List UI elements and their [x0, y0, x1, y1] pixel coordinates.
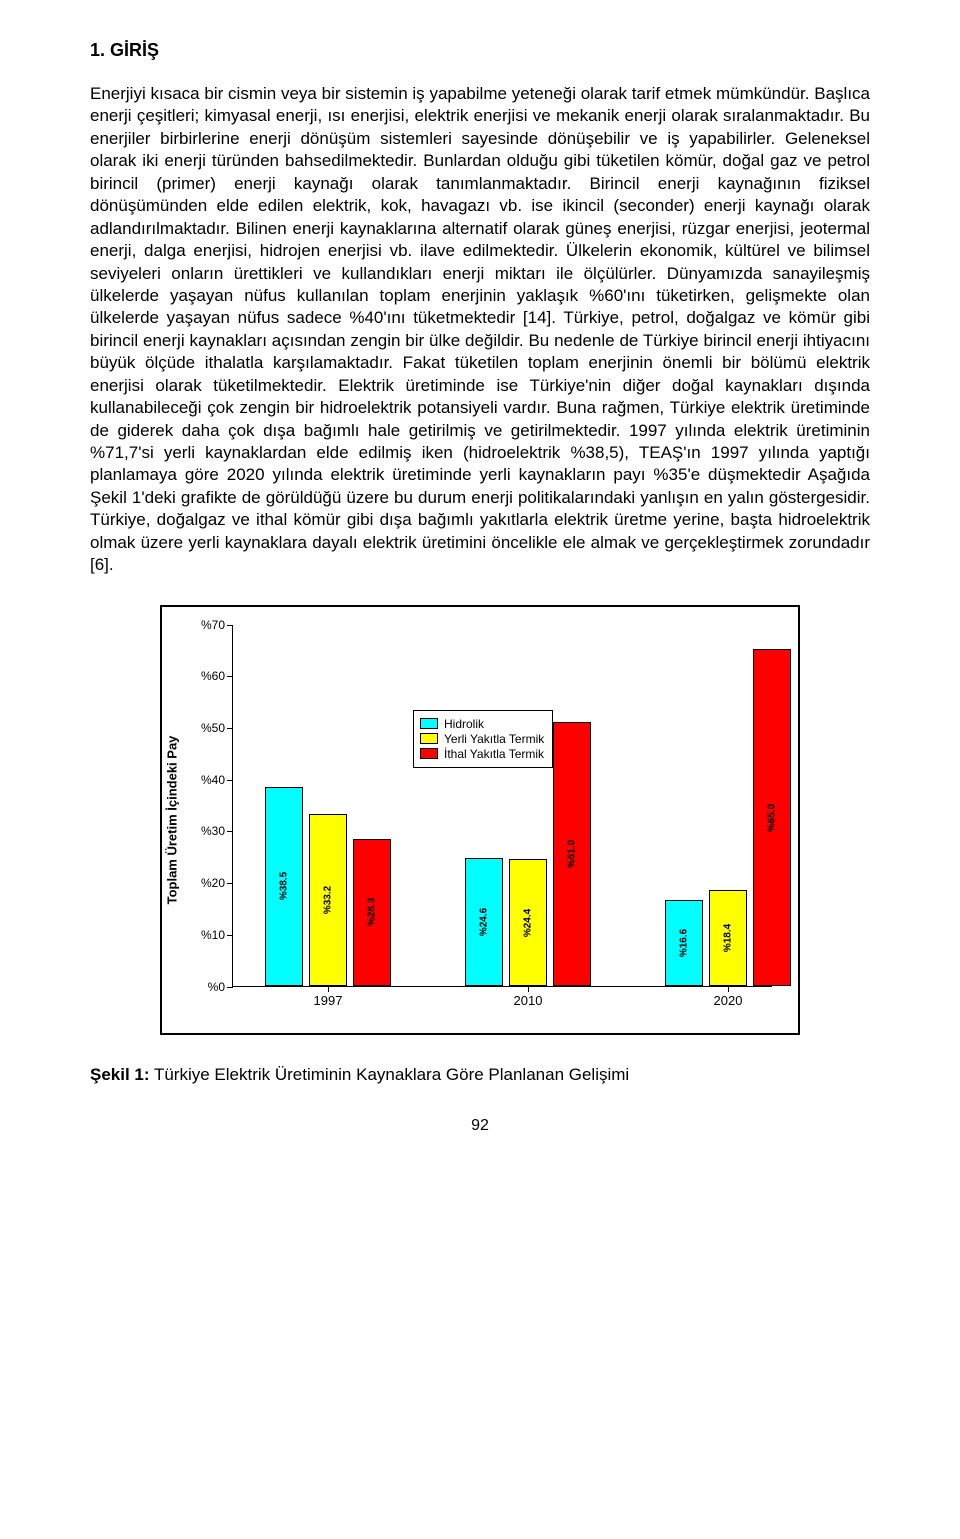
chart-bar: %28.3: [353, 839, 391, 985]
bar-value-label: %65.0: [767, 803, 778, 831]
legend-swatch: [420, 748, 438, 759]
chart-bar: %24.4: [509, 859, 547, 985]
chart-legend: HidrolikYerli Yakıtla Termikİthal Yakıtl…: [413, 710, 553, 768]
legend-label: Hidrolik: [444, 717, 484, 731]
x-tick: [528, 986, 529, 992]
bar-value-label: %28.3: [367, 898, 378, 926]
y-tick-label: %10: [181, 928, 225, 942]
section-heading: 1. GİRİŞ: [90, 40, 870, 61]
y-tick: [227, 625, 233, 626]
y-tick-label: %50: [181, 721, 225, 735]
y-tick-label: %60: [181, 669, 225, 683]
legend-label: Yerli Yakıtla Termik: [444, 732, 544, 746]
chart-bar: %24.6: [465, 858, 503, 985]
legend-swatch: [420, 718, 438, 729]
y-tick: [227, 987, 233, 988]
x-tick-label: 1997: [314, 993, 343, 1008]
body-paragraph: Enerjiyi kısaca bir cismin veya bir sist…: [90, 83, 870, 577]
y-tick: [227, 935, 233, 936]
chart-bar: %18.4: [709, 890, 747, 985]
chart-bar: %38.5: [265, 787, 303, 986]
bar-value-label: %38.5: [279, 872, 290, 900]
y-tick-label: %30: [181, 824, 225, 838]
x-tick-label: 2020: [714, 993, 743, 1008]
legend-row: Hidrolik: [420, 717, 544, 731]
chart-container: Toplam Üretim İçindeki Pay HidrolikYerli…: [160, 605, 800, 1035]
y-tick-label: %40: [181, 773, 225, 787]
legend-row: İthal Yakıtla Termik: [420, 747, 544, 761]
legend-label: İthal Yakıtla Termik: [444, 747, 544, 761]
bar-value-label: %18.4: [723, 924, 734, 952]
figure-caption-text: Türkiye Elektrik Üretiminin Kaynaklara G…: [150, 1065, 630, 1084]
y-tick-label: %20: [181, 876, 225, 890]
chart-plot-area: HidrolikYerli Yakıtla Termikİthal Yakıtl…: [232, 625, 772, 987]
y-axis-title: Toplam Üretim İçindeki Pay: [165, 735, 180, 904]
chart-bar: %65.0: [753, 649, 791, 985]
chart-bar: %33.2: [309, 814, 347, 986]
y-tick: [227, 831, 233, 832]
y-tick-label: %70: [181, 618, 225, 632]
page-number: 92: [90, 1117, 870, 1135]
y-tick: [227, 728, 233, 729]
bar-value-label: %16.6: [679, 929, 690, 957]
x-tick: [328, 986, 329, 992]
x-tick: [728, 986, 729, 992]
bar-value-label: %24.4: [523, 908, 534, 936]
bar-value-label: %33.2: [323, 886, 334, 914]
figure-caption: Şekil 1: Türkiye Elektrik Üretiminin Kay…: [90, 1065, 870, 1085]
figure-caption-label: Şekil 1:: [90, 1065, 150, 1084]
chart-bar: %51.0: [553, 722, 591, 986]
y-tick: [227, 780, 233, 781]
y-tick: [227, 676, 233, 677]
figure-1: Toplam Üretim İçindeki Pay HidrolikYerli…: [160, 605, 800, 1035]
legend-swatch: [420, 733, 438, 744]
y-tick: [227, 883, 233, 884]
x-tick-label: 2010: [514, 993, 543, 1008]
legend-row: Yerli Yakıtla Termik: [420, 732, 544, 746]
bar-value-label: %24.6: [479, 908, 490, 936]
chart-bar: %16.6: [665, 900, 703, 986]
y-tick-label: %0: [181, 980, 225, 994]
bar-value-label: %51.0: [567, 840, 578, 868]
